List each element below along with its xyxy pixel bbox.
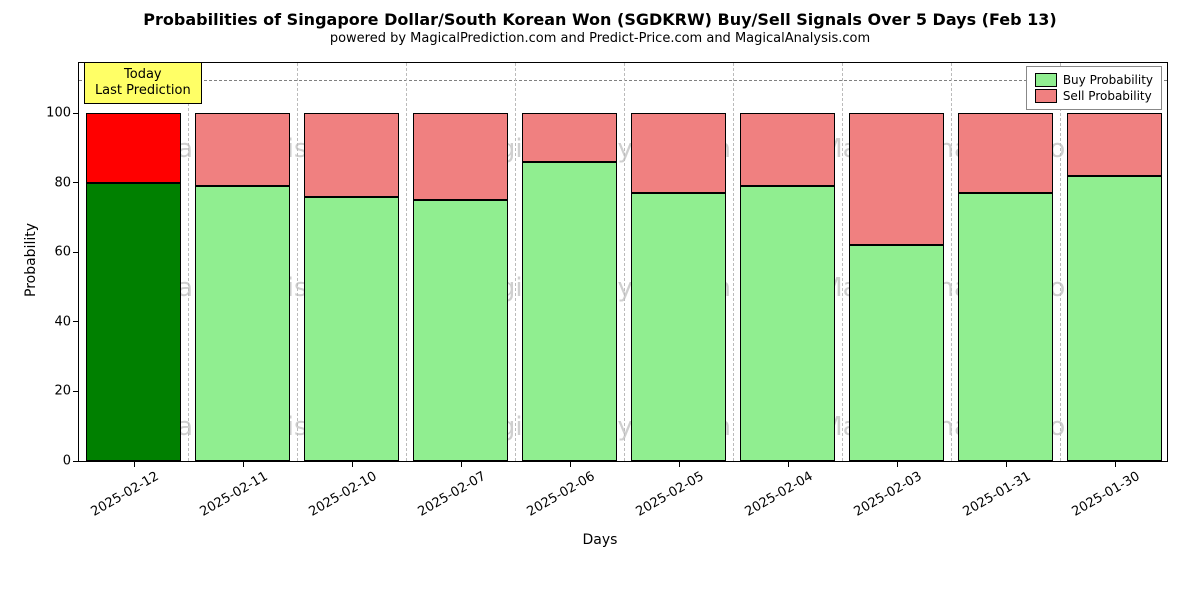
ytick-label: 80 xyxy=(54,175,71,190)
reference-line xyxy=(79,80,1167,81)
bar-buy xyxy=(849,245,945,461)
grid-line xyxy=(951,63,952,461)
bar-sell xyxy=(631,113,727,193)
bar-buy xyxy=(195,186,291,461)
xtick-mark xyxy=(461,461,462,467)
annotation-line: Last Prediction xyxy=(95,83,191,99)
ytick-mark xyxy=(73,113,79,114)
grid-line xyxy=(406,63,407,461)
xtick-mark xyxy=(134,461,135,467)
legend-swatch xyxy=(1035,73,1057,87)
xtick-mark xyxy=(897,461,898,467)
xtick-label: 2025-02-03 xyxy=(839,469,924,527)
bar-sell xyxy=(740,113,836,186)
ytick-mark xyxy=(73,461,79,462)
bar-sell xyxy=(958,113,1054,193)
grid-line xyxy=(733,63,734,461)
grid-line xyxy=(188,63,189,461)
ytick-mark xyxy=(73,182,79,183)
xtick-label: 2025-01-30 xyxy=(1057,469,1142,527)
ytick-label: 100 xyxy=(46,106,71,121)
bar-sell xyxy=(86,113,182,183)
xtick-label: 2025-02-07 xyxy=(403,469,488,527)
grid-line xyxy=(515,63,516,461)
ytick-mark xyxy=(73,391,79,392)
grid-line xyxy=(1060,63,1061,461)
xtick-mark xyxy=(679,461,680,467)
xtick-label: 2025-02-04 xyxy=(730,469,815,527)
legend-label: Sell Probability xyxy=(1063,89,1152,103)
xtick-mark xyxy=(1115,461,1116,467)
grid-line xyxy=(842,63,843,461)
today-annotation: TodayLast Prediction xyxy=(84,62,202,103)
chart-subtitle: powered by MagicalPrediction.com and Pre… xyxy=(0,31,1200,46)
ytick-label: 60 xyxy=(54,245,71,260)
legend-item: Sell Probability xyxy=(1035,88,1153,104)
xtick-label: 2025-02-10 xyxy=(294,469,379,527)
y-axis-label: Probability xyxy=(23,223,39,297)
ytick-label: 0 xyxy=(63,454,71,469)
xtick-mark xyxy=(243,461,244,467)
ytick-label: 40 xyxy=(54,314,71,329)
plot-area: 020406080100MagicalAnalysis.comMagicalAn… xyxy=(78,62,1168,462)
legend-label: Buy Probability xyxy=(1063,73,1153,87)
x-axis-label: Days xyxy=(0,532,1200,548)
bar-sell xyxy=(195,113,291,186)
bar-sell xyxy=(849,113,945,245)
xtick-label: 2025-01-31 xyxy=(948,469,1033,527)
ytick-mark xyxy=(73,321,79,322)
bar-buy xyxy=(1067,176,1163,461)
xtick-label: 2025-02-12 xyxy=(76,469,161,527)
bar-buy xyxy=(740,186,836,461)
legend: Buy Probability Sell Probability xyxy=(1026,66,1162,110)
xtick-mark xyxy=(788,461,789,467)
xtick-mark xyxy=(570,461,571,467)
xtick-label: 2025-02-11 xyxy=(185,469,270,527)
annotation-line: Today xyxy=(95,67,191,83)
xtick-mark xyxy=(1006,461,1007,467)
bar-sell xyxy=(1067,113,1163,176)
grid-line xyxy=(297,63,298,461)
bar-buy xyxy=(304,197,400,461)
xtick-mark xyxy=(352,461,353,467)
bar-buy xyxy=(413,200,509,461)
chart-title: Probabilities of Singapore Dollar/South … xyxy=(0,10,1200,29)
grid-line xyxy=(624,63,625,461)
bar-buy xyxy=(631,193,727,461)
bar-sell xyxy=(522,113,618,162)
xtick-label: 2025-02-06 xyxy=(512,469,597,527)
bar-buy xyxy=(86,183,182,461)
bar-buy xyxy=(522,162,618,461)
ytick-mark xyxy=(73,252,79,253)
legend-item: Buy Probability xyxy=(1035,72,1153,88)
bar-buy xyxy=(958,193,1054,461)
bar-sell xyxy=(304,113,400,196)
xtick-label: 2025-02-05 xyxy=(621,469,706,527)
legend-swatch xyxy=(1035,89,1057,103)
bar-sell xyxy=(413,113,509,200)
ytick-label: 20 xyxy=(54,384,71,399)
